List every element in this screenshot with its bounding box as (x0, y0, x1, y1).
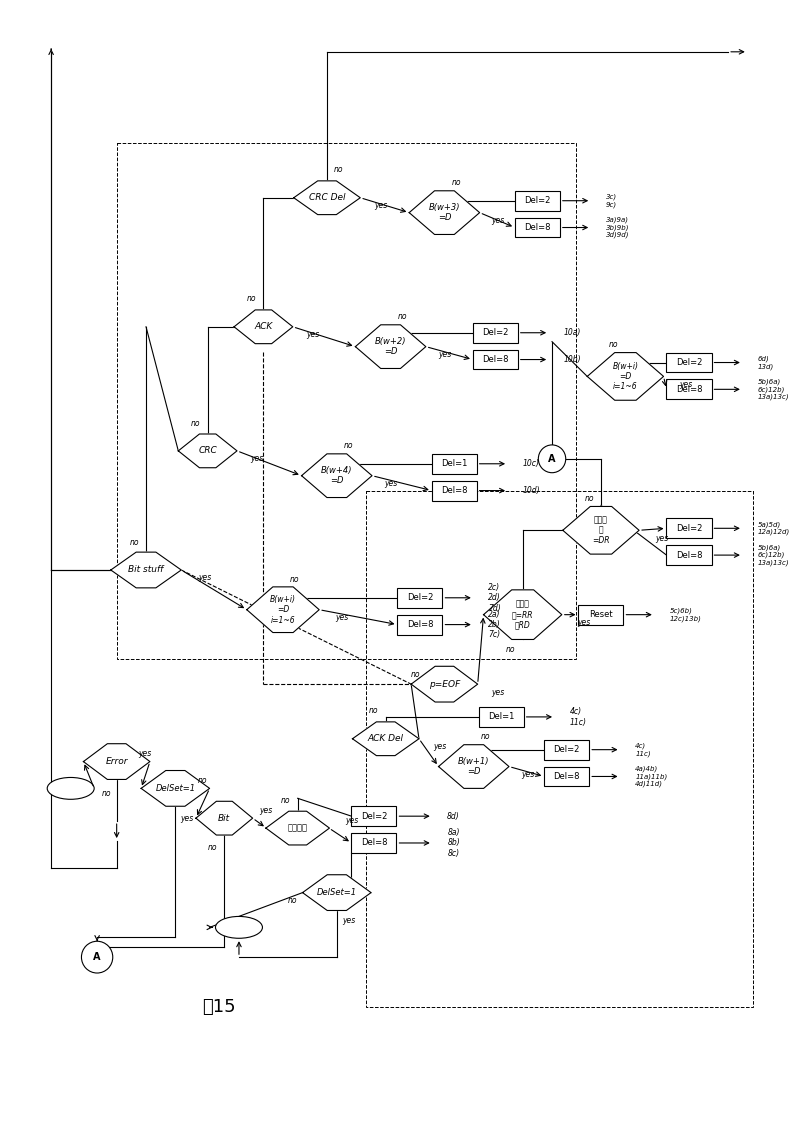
Text: no: no (410, 670, 420, 678)
Text: yes: yes (138, 749, 152, 758)
Text: yes: yes (433, 742, 446, 751)
Text: 8a)
8b)
8c): 8a) 8b) 8c) (447, 828, 460, 858)
Text: ACK Del: ACK Del (368, 734, 404, 743)
Text: Bit stuff: Bit stuff (128, 566, 164, 575)
Text: no: no (370, 707, 378, 716)
Text: yes: yes (335, 613, 348, 622)
Text: Error: Error (106, 757, 128, 766)
Text: no: no (344, 442, 354, 451)
Text: 3a)9a)
3b)9b)
3d)9d): 3a)9a) 3b)9b) 3d)9d) (606, 216, 630, 238)
Text: 2c)
2d)
7d): 2c) 2d) 7d) (489, 583, 501, 612)
Polygon shape (141, 770, 210, 806)
Text: no: no (288, 896, 298, 905)
Text: A: A (94, 953, 101, 962)
Text: Del=8: Del=8 (554, 772, 580, 781)
Text: no: no (191, 419, 201, 428)
Text: Del=2: Del=2 (482, 328, 509, 337)
Text: yes: yes (181, 814, 194, 823)
Text: 4a)4b)
11a)11b)
4d)11d): 4a)4b) 11a)11b) 4d)11d) (635, 766, 667, 787)
Bar (398, 588, 442, 608)
Text: no: no (451, 179, 461, 188)
Text: Del=8: Del=8 (361, 839, 387, 848)
Bar (666, 353, 711, 372)
Text: Del=1: Del=1 (441, 460, 467, 468)
Bar (432, 480, 477, 501)
Text: Del=8: Del=8 (482, 355, 509, 364)
Text: CRC: CRC (198, 446, 217, 455)
Polygon shape (196, 801, 253, 835)
Bar (578, 604, 623, 625)
Text: yes: yes (577, 618, 590, 627)
Text: Del=2: Del=2 (676, 523, 702, 533)
Bar (351, 806, 397, 826)
Text: Del=2: Del=2 (406, 593, 433, 602)
Text: Del=1: Del=1 (488, 712, 514, 721)
Text: yes: yes (345, 816, 358, 825)
Text: Del=8: Del=8 (676, 385, 702, 394)
Text: Del=2: Del=2 (676, 358, 702, 368)
Text: yes: yes (438, 351, 451, 360)
Text: DelSet=1: DelSet=1 (155, 784, 195, 793)
Text: no: no (290, 576, 299, 585)
Text: yes: yes (306, 330, 319, 339)
Text: Del=2: Del=2 (361, 811, 387, 820)
Text: no: no (130, 537, 139, 546)
Text: no: no (102, 789, 112, 798)
Bar (398, 615, 442, 635)
Polygon shape (438, 744, 509, 789)
Text: no: no (481, 732, 490, 741)
Polygon shape (353, 721, 419, 756)
Polygon shape (302, 454, 372, 497)
Text: yes: yes (258, 806, 272, 815)
Text: no: no (506, 645, 516, 654)
Text: Del=8: Del=8 (441, 486, 467, 495)
Ellipse shape (215, 916, 262, 938)
Text: no: no (334, 165, 343, 174)
Text: yes: yes (521, 770, 534, 780)
Text: yes: yes (342, 916, 355, 925)
Bar (432, 454, 477, 473)
Polygon shape (483, 589, 562, 640)
Text: yes: yes (492, 216, 505, 225)
Circle shape (538, 445, 566, 472)
Bar (117, 143, 577, 659)
Text: no: no (398, 312, 407, 321)
Text: yes: yes (250, 454, 263, 463)
Text: 10d): 10d) (522, 486, 540, 495)
Polygon shape (355, 324, 426, 369)
Text: 10c): 10c) (522, 460, 540, 468)
Text: no: no (609, 340, 618, 349)
Polygon shape (587, 353, 663, 401)
Text: A: A (548, 454, 556, 464)
Text: 最后一
位
=DR: 最后一 位 =DR (592, 516, 610, 545)
Bar (366, 490, 753, 1007)
Polygon shape (562, 506, 639, 554)
Text: 图15: 图15 (202, 998, 236, 1016)
Bar (351, 833, 397, 852)
Text: yes: yes (655, 534, 668, 543)
Text: no: no (208, 843, 218, 852)
Polygon shape (266, 811, 330, 844)
Text: 10a): 10a) (564, 328, 581, 337)
Bar (473, 323, 518, 343)
Text: Del=8: Del=8 (524, 223, 550, 232)
Text: B(w+1)
=D: B(w+1) =D (458, 757, 490, 776)
Polygon shape (302, 875, 371, 910)
Polygon shape (246, 587, 319, 633)
Text: Reset: Reset (589, 610, 613, 619)
Text: 3c)
9c): 3c) 9c) (606, 193, 617, 208)
Text: yes: yes (492, 687, 505, 696)
Text: yes: yes (384, 479, 398, 488)
Text: p=EOF: p=EOF (429, 679, 460, 688)
Text: yes: yes (198, 574, 211, 583)
Text: 6d)
13d): 6d) 13d) (758, 355, 774, 370)
Text: Del=2: Del=2 (554, 745, 580, 754)
Text: B(w+2)
=D: B(w+2) =D (375, 337, 406, 356)
Bar (666, 545, 711, 566)
Text: no: no (198, 776, 207, 785)
Text: yes: yes (679, 380, 693, 389)
Text: Del=2: Del=2 (524, 196, 550, 205)
Text: ACK: ACK (254, 322, 273, 331)
Polygon shape (234, 310, 293, 344)
Ellipse shape (47, 777, 94, 799)
